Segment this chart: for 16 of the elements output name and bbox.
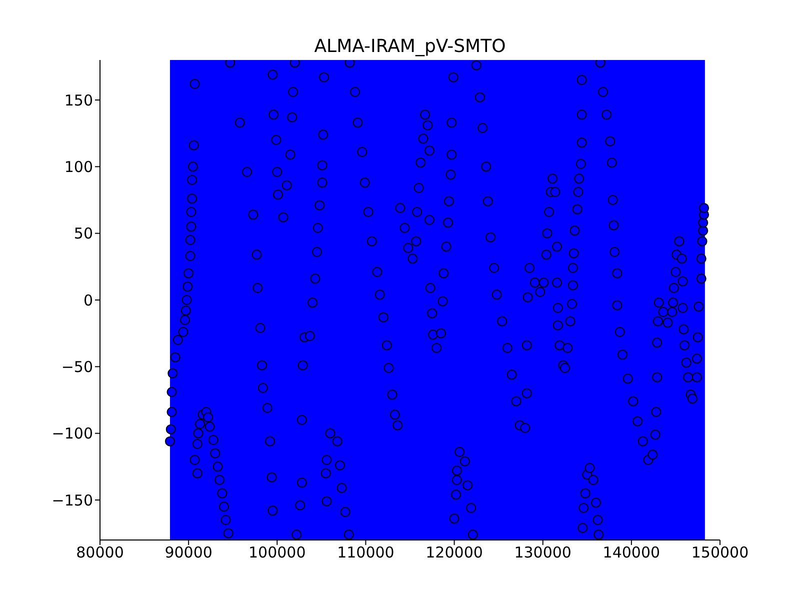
x-tick-label: 130000 bbox=[514, 544, 572, 562]
y-tick-label: 100 bbox=[64, 158, 93, 176]
x-tick-label: 150000 bbox=[691, 544, 749, 562]
y-tick-label: −100 bbox=[52, 424, 93, 443]
x-tick-label: 80000 bbox=[76, 544, 124, 562]
y-tick-label: 0 bbox=[83, 291, 93, 310]
y-tick-label: −150 bbox=[52, 491, 93, 510]
y-tick-label: 50 bbox=[74, 224, 93, 243]
y-tick-label: 150 bbox=[64, 91, 93, 110]
chart-title: ALMA-IRAM_pV-SMTO bbox=[313, 36, 507, 57]
x-tick-label: 140000 bbox=[602, 544, 660, 562]
x-tick-label: 90000 bbox=[164, 544, 212, 562]
x-tick-label: 110000 bbox=[337, 544, 394, 562]
x-tick-label: 100000 bbox=[248, 544, 306, 562]
y-tick-label: −50 bbox=[61, 358, 93, 376]
x-tick-label: 120000 bbox=[426, 544, 483, 562]
